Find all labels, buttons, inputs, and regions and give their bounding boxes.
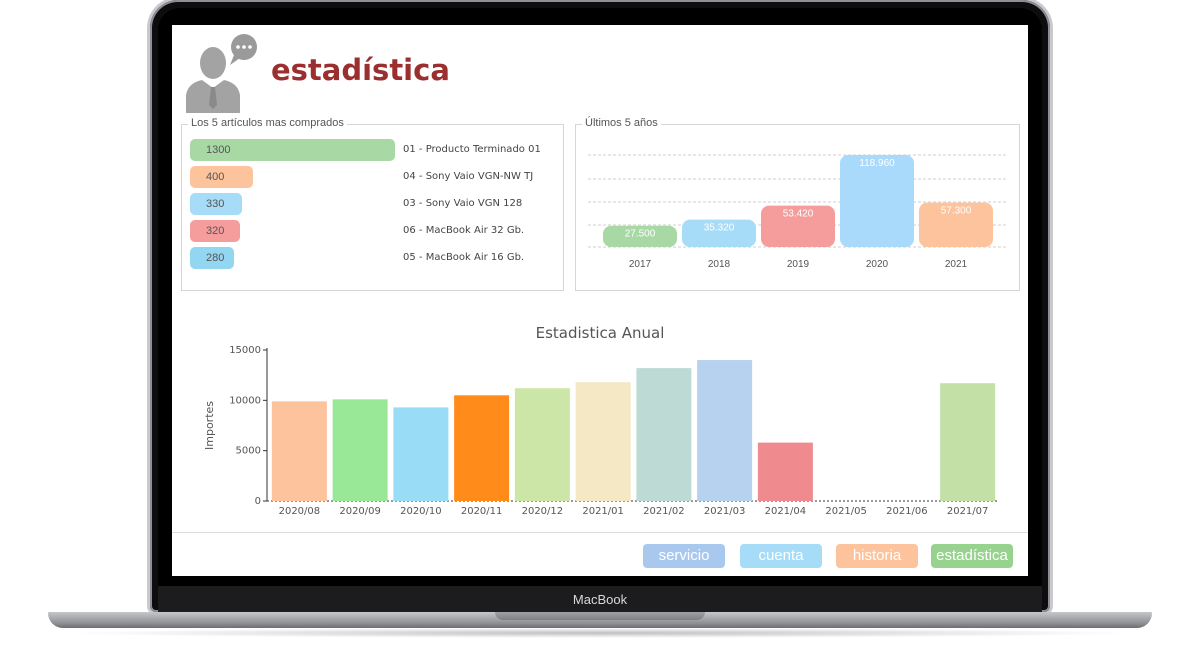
year-value: 57.300 xyxy=(941,206,972,217)
year-value: 35.320 xyxy=(704,223,735,234)
year-label: 2019 xyxy=(787,259,810,270)
x-tick-label: 2020/11 xyxy=(461,506,503,517)
y-tick-label: 5000 xyxy=(236,446,261,457)
year-bar xyxy=(761,205,835,247)
screen: estadística Los 5 artículos mas comprado… xyxy=(172,25,1028,576)
year-bar xyxy=(603,225,677,247)
top-article-label: 06 - MacBook Air 32 Gb. xyxy=(403,225,525,236)
page-title: estadística xyxy=(271,53,450,87)
x-tick-label: 2021/02 xyxy=(643,506,685,517)
y-tick-label: 0 xyxy=(255,496,261,507)
x-tick-label: 2021/05 xyxy=(825,506,867,517)
last-years-panel: Últimos 5 años 27.500 2017 35.320 2018 53.42… xyxy=(575,117,1020,291)
year-value: 118.960 xyxy=(859,158,895,169)
annual-bar xyxy=(332,399,388,501)
year-bar xyxy=(682,219,756,247)
top-articles-legend: Los 5 artículos mas comprados xyxy=(188,117,347,129)
x-tick-label: 2021/07 xyxy=(947,506,989,517)
annual-bar xyxy=(514,388,570,501)
laptop-chin xyxy=(158,586,1042,612)
top-article-label: 05 - MacBook Air 16 Gb. xyxy=(403,252,525,263)
year-value: 53.420 xyxy=(783,209,814,220)
top-article-label: 03 - Sony Vaio VGN 128 xyxy=(403,198,523,209)
year-value: 27.500 xyxy=(625,229,656,240)
top-article-label: 04 - Sony Vaio VGN-NW TJ xyxy=(403,171,534,182)
year-bar xyxy=(919,202,993,247)
x-tick-label: 2020/12 xyxy=(522,506,564,517)
year-bar xyxy=(840,155,914,247)
year-label: 2020 xyxy=(866,259,889,270)
y-tick-label: 10000 xyxy=(229,395,261,406)
device-label: MacBook xyxy=(572,592,628,607)
laptop-base xyxy=(48,612,1152,628)
top-article-bar: 330 xyxy=(190,193,242,215)
annual-bar xyxy=(271,401,327,501)
x-tick-label: 2020/09 xyxy=(339,506,381,517)
year-label: 2018 xyxy=(708,259,731,270)
y-tick-label: 15000 xyxy=(229,345,261,356)
x-tick-label: 2020/08 xyxy=(279,506,321,517)
x-tick-label: 2020/10 xyxy=(400,506,442,517)
x-tick-label: 2021/03 xyxy=(704,506,746,517)
annual-bar xyxy=(757,442,813,501)
nav-button-1[interactable]: cuenta xyxy=(740,544,822,568)
user-chat-icon xyxy=(186,34,257,113)
annual-bar xyxy=(454,395,510,501)
top-article-bar: 280 xyxy=(190,247,234,269)
top-article-label: 01 - Producto Terminado 01 xyxy=(403,144,541,155)
last-years-legend: Últimos 5 años xyxy=(582,117,661,129)
year-label: 2021 xyxy=(945,259,968,270)
annual-chart: Estadistica Anual 0 5000 10000 15000 Importes… xyxy=(203,324,998,520)
nav-button-3[interactable]: estadística xyxy=(931,544,1013,568)
nav-button-2[interactable]: historia xyxy=(836,544,918,568)
chart-title: Estadistica Anual xyxy=(536,324,665,342)
annual-bar xyxy=(636,368,692,501)
nav-button-0[interactable]: servicio xyxy=(643,544,725,568)
annual-bar xyxy=(697,360,753,501)
y-axis-label: Importes xyxy=(203,401,216,450)
top-article-bar: 1300 xyxy=(190,139,395,161)
annual-bar xyxy=(940,383,996,501)
x-axis-label: Mes xyxy=(619,518,641,520)
year-label: 2017 xyxy=(629,259,652,270)
laptop-notch xyxy=(495,612,705,620)
x-tick-label: 2021/06 xyxy=(886,506,928,517)
top-article-bar: 400 xyxy=(190,166,253,188)
last-years-chart: 27.500 2017 35.320 2018 53.420 2019 118.960 202… xyxy=(588,154,1008,270)
top-articles-panel: Los 5 artículos mas comprados 1300 01 - P… xyxy=(181,117,564,291)
top-article-bar: 320 xyxy=(190,220,240,242)
laptop-shadow xyxy=(60,628,1140,638)
x-tick-label: 2021/01 xyxy=(582,506,624,517)
annual-bar xyxy=(575,382,631,501)
annual-bar xyxy=(393,407,449,501)
x-tick-label: 2021/04 xyxy=(765,506,807,517)
footer-divider xyxy=(172,532,1028,533)
